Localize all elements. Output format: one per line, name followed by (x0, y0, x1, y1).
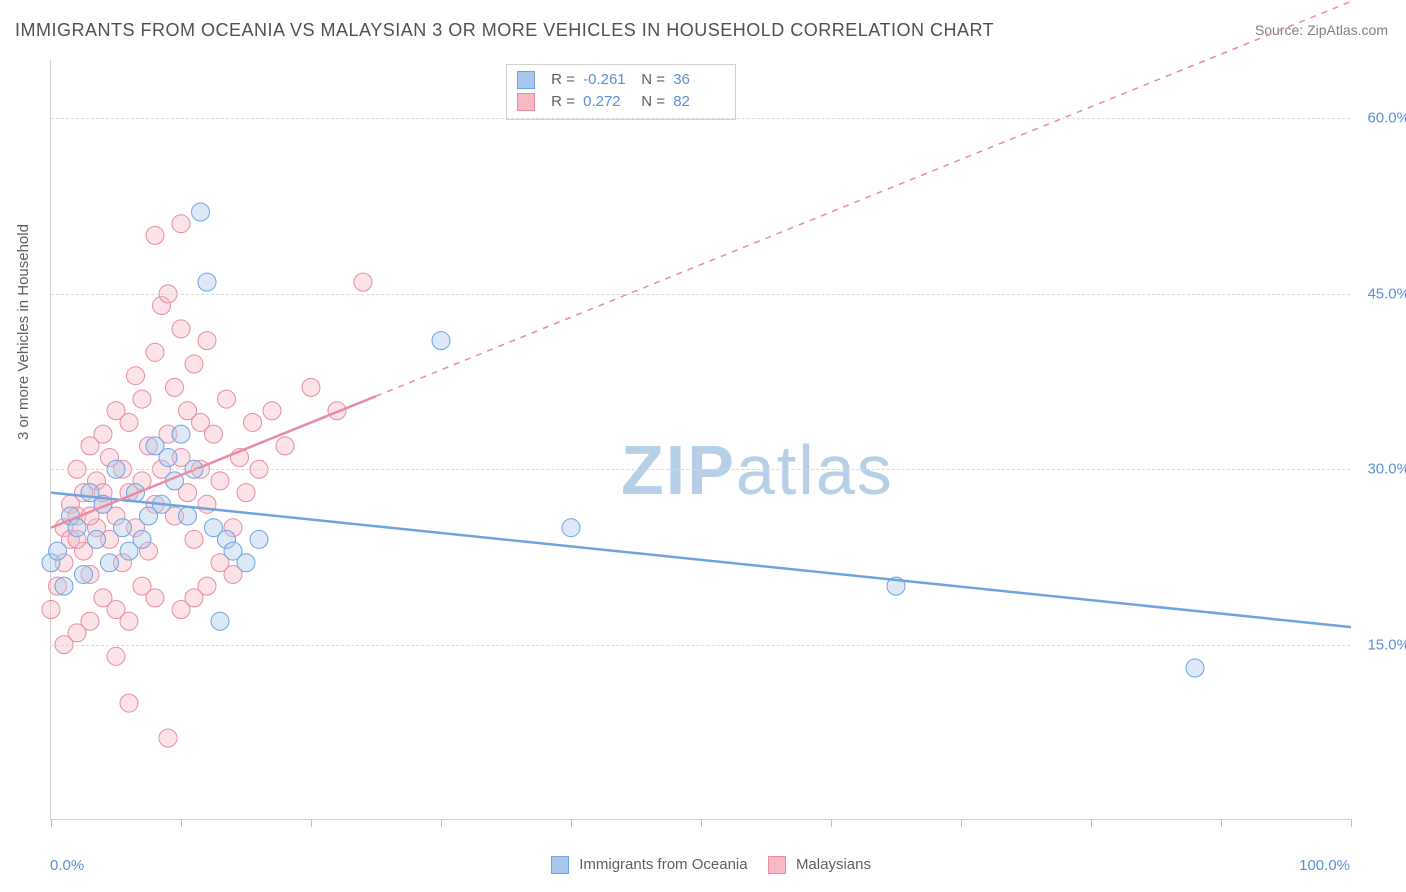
gridline (51, 469, 1350, 470)
data-point (120, 413, 138, 431)
data-point (120, 612, 138, 630)
data-point (68, 519, 86, 537)
data-point (263, 402, 281, 420)
data-point (237, 484, 255, 502)
x-tick (441, 819, 442, 827)
x-tick (51, 819, 52, 827)
x-tick (1351, 819, 1352, 827)
data-point (146, 589, 164, 607)
data-point (49, 542, 67, 560)
n-label: N = (641, 93, 665, 110)
data-point (133, 530, 151, 548)
data-point (185, 355, 203, 373)
data-point (205, 425, 223, 443)
data-point (354, 273, 372, 291)
n-value-oceania: 36 (673, 69, 721, 91)
data-point (185, 530, 203, 548)
data-point (42, 601, 60, 619)
correlation-stats-box: R = -0.261 N = 36 R = 0.272 N = 82 (506, 64, 736, 120)
data-point (244, 413, 262, 431)
gridline (51, 118, 1350, 119)
legend-swatch-oceania-icon (551, 856, 569, 874)
data-point (172, 601, 190, 619)
data-point (133, 390, 151, 408)
bottom-legend: Immigrants from Oceania Malaysians (0, 856, 1406, 874)
data-point (211, 612, 229, 630)
legend-label-malaysian: Malaysians (796, 856, 871, 873)
data-point (172, 425, 190, 443)
data-point (211, 472, 229, 490)
n-value-malaysian: 82 (673, 91, 721, 113)
stats-row-oceania: R = -0.261 N = 36 (517, 69, 721, 91)
stats-row-malaysian: R = 0.272 N = 82 (517, 91, 721, 113)
y-tick-label: 15.0% (1355, 636, 1406, 653)
data-point (562, 519, 580, 537)
r-label: R = (551, 71, 575, 88)
data-point (146, 343, 164, 361)
data-point (218, 390, 236, 408)
x-tick (571, 819, 572, 827)
source-attribution: Source: ZipAtlas.com (1255, 22, 1388, 38)
data-point (302, 378, 320, 396)
x-tick (701, 819, 702, 827)
y-tick-label: 45.0% (1355, 285, 1406, 302)
y-tick-label: 30.0% (1355, 461, 1406, 478)
data-point (1186, 659, 1204, 677)
data-point (120, 694, 138, 712)
data-point (94, 425, 112, 443)
data-point (276, 437, 294, 455)
r-value-malaysian: 0.272 (583, 91, 631, 113)
data-point (166, 378, 184, 396)
legend-label-oceania: Immigrants from Oceania (579, 856, 747, 873)
data-point (88, 530, 106, 548)
data-point (146, 226, 164, 244)
data-point (432, 332, 450, 350)
data-point (198, 273, 216, 291)
n-label: N = (641, 71, 665, 88)
chart-title: IMMIGRANTS FROM OCEANIA VS MALAYSIAN 3 O… (15, 20, 994, 41)
data-point (127, 367, 145, 385)
r-value-oceania: -0.261 (583, 69, 631, 91)
swatch-oceania-icon (517, 71, 535, 89)
data-point (114, 519, 132, 537)
data-point (172, 215, 190, 233)
y-tick-label: 60.0% (1355, 110, 1406, 127)
r-label: R = (551, 93, 575, 110)
data-point (172, 320, 190, 338)
data-point (250, 530, 268, 548)
data-point (159, 729, 177, 747)
data-point (101, 554, 119, 572)
data-point (75, 565, 93, 583)
data-point (55, 577, 73, 595)
trend-line-extrapolated (376, 2, 1351, 397)
data-point (192, 203, 210, 221)
data-point (107, 647, 125, 665)
y-axis-label: 3 or more Vehicles in Household (15, 224, 32, 440)
data-point (159, 449, 177, 467)
gridline (51, 294, 1350, 295)
data-point (198, 332, 216, 350)
gridline (51, 645, 1350, 646)
x-tick (961, 819, 962, 827)
data-point (237, 554, 255, 572)
x-tick (1091, 819, 1092, 827)
x-tick (311, 819, 312, 827)
x-tick (831, 819, 832, 827)
data-point (179, 507, 197, 525)
chart-svg (51, 60, 1350, 819)
swatch-malaysian-icon (517, 93, 535, 111)
legend-swatch-malaysian-icon (768, 856, 786, 874)
plot-area: R = -0.261 N = 36 R = 0.272 N = 82 ZIPat… (50, 60, 1350, 820)
x-tick (181, 819, 182, 827)
x-tick (1221, 819, 1222, 827)
